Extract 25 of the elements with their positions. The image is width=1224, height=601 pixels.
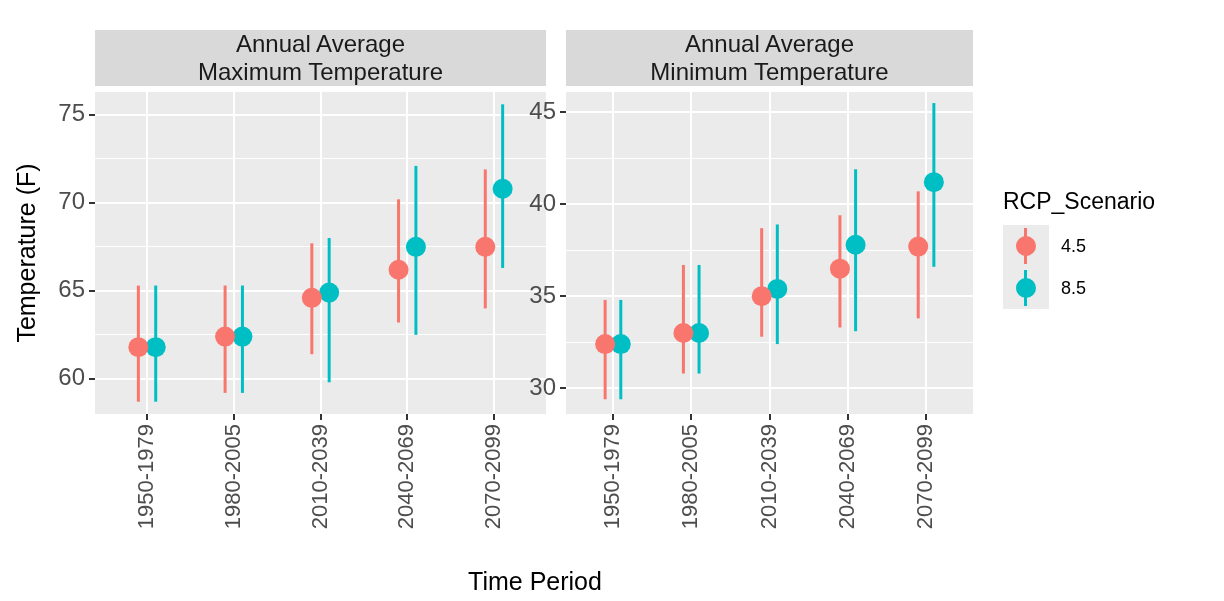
x-tick-label: 1950-1979 [133, 424, 159, 530]
x-tick-label: 2070-2099 [912, 424, 938, 530]
y-tick-label: 30 [529, 372, 556, 400]
y-tick-label: 60 [58, 363, 85, 391]
chart-title: Annual Average Minimum Temperature [566, 30, 973, 86]
legend-title: RCP_Scenario [1003, 188, 1156, 215]
x-tick-label: 1980-2005 [677, 424, 703, 530]
x-tick-label: 1980-2005 [219, 424, 245, 530]
legend-label: 4.5 [1061, 235, 1087, 257]
y-axis-title: Temperature (F) [11, 163, 41, 343]
y-tick-label: 35 [529, 280, 556, 308]
x-axis-title: Time Period [468, 567, 602, 596]
x-tick-label: 2010-2039 [306, 424, 332, 530]
y-tick-label: 75 [58, 99, 85, 127]
x-tick-label: 2070-2099 [480, 424, 506, 530]
y-tick-label: 40 [529, 188, 556, 216]
x-tick-label: 2040-2069 [393, 424, 419, 530]
chart-title: Annual Average Maximum Temperature [95, 30, 546, 86]
y-tick-label: 45 [529, 96, 556, 124]
legend-label: 8.5 [1061, 277, 1087, 299]
y-tick-label: 70 [58, 187, 85, 215]
y-tick-label: 65 [58, 275, 85, 303]
x-tick-label: 2010-2039 [755, 424, 781, 530]
x-tick-label: 1950-1979 [599, 424, 625, 530]
x-tick-label: 2040-2069 [833, 424, 859, 530]
